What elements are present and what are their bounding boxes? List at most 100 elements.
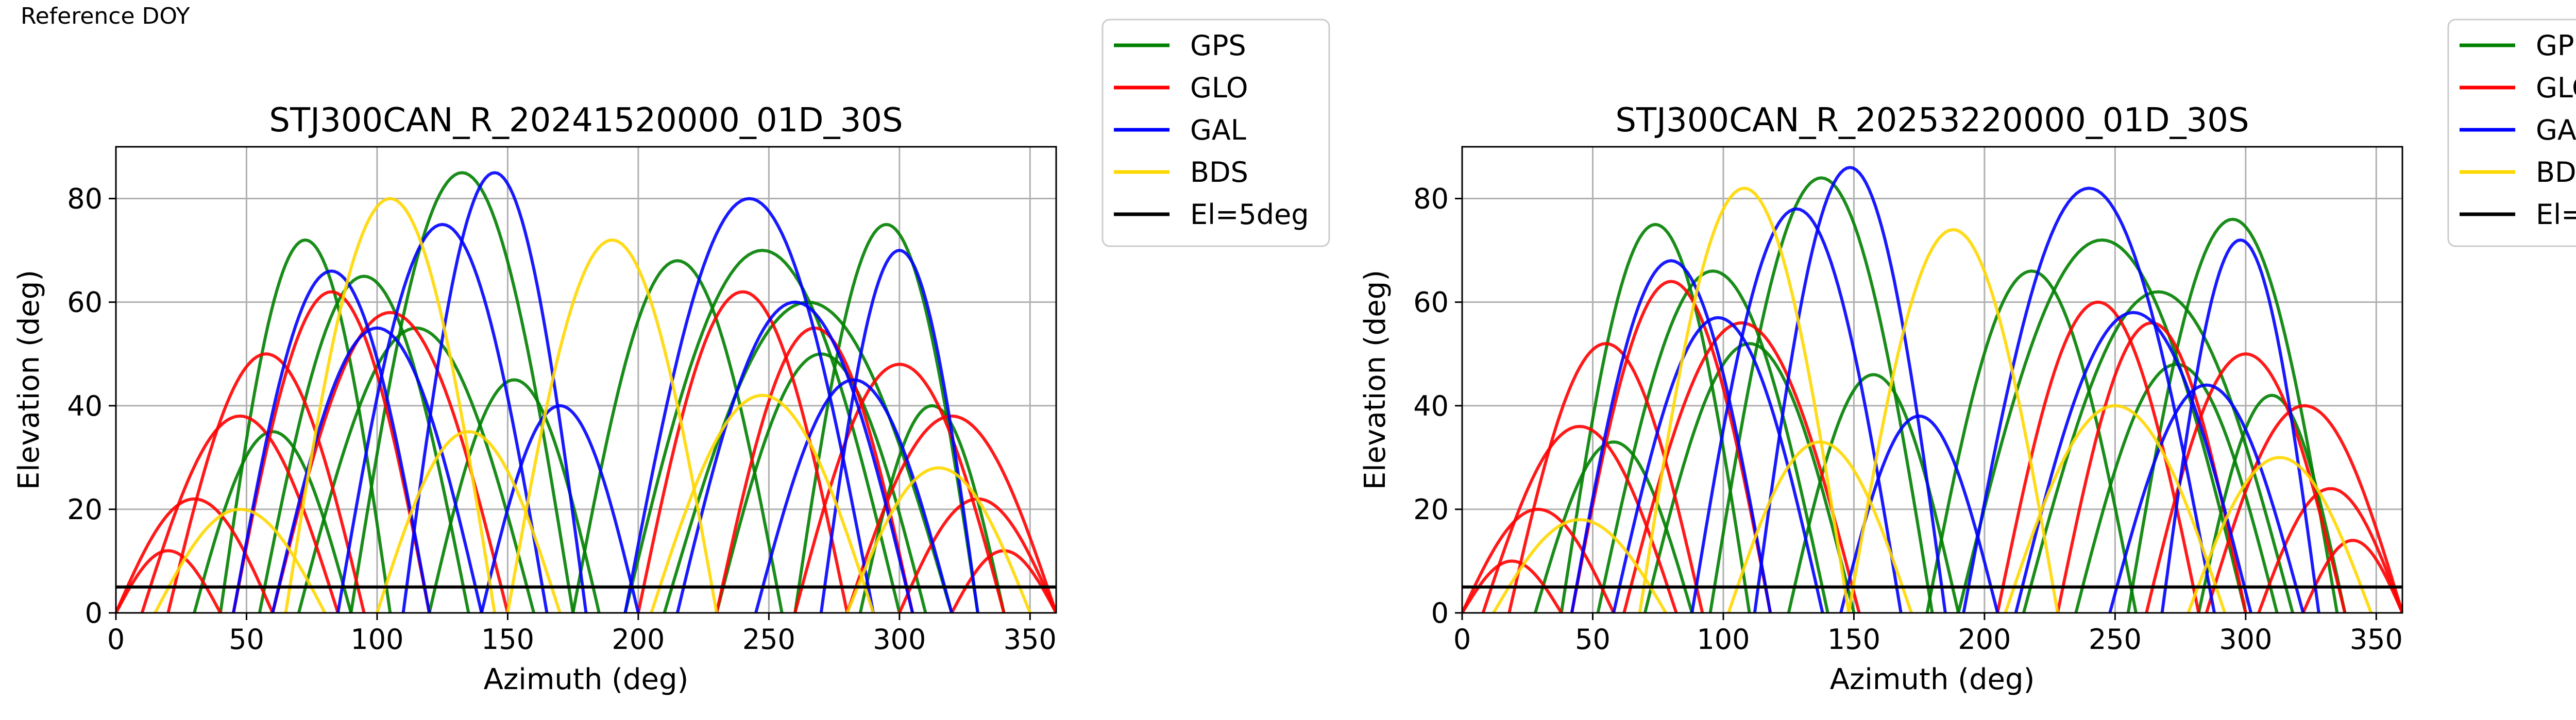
- y-axis-label: Elevation (deg): [1359, 270, 1392, 490]
- series-gal-arc: [401, 171, 588, 613]
- x-tick-label: 200: [612, 623, 665, 656]
- legend-box: [1101, 19, 1330, 247]
- legend-label: BDS: [1190, 156, 1248, 188]
- series-glo-arc: [232, 290, 431, 613]
- legend: GPS GLO GAL BDS El=5deg: [1101, 19, 1330, 247]
- series-glo-arc: [2257, 487, 2402, 613]
- x-tick-label: 350: [1004, 623, 1057, 656]
- series-glo-arc: [1462, 507, 1615, 613]
- x-tick-label: 300: [873, 623, 926, 656]
- series-gps-arc: [1925, 269, 2138, 613]
- x-tick-label: 50: [1575, 623, 1611, 656]
- legend-label: El=5deg: [1190, 198, 1309, 231]
- series-gps-arc: [1560, 222, 1751, 613]
- series-glo-arc: [1507, 342, 1704, 613]
- series-gal-arc: [2014, 311, 2252, 613]
- legend-label: GLO: [2536, 72, 2576, 104]
- legend-label: GLO: [1190, 72, 1248, 104]
- y-tick-label: 0: [85, 597, 103, 629]
- series-bds-arc: [650, 393, 875, 613]
- series-gps-arc: [297, 326, 536, 613]
- series-gal-arc: [1962, 186, 2216, 613]
- series-gps-arc: [1534, 440, 1693, 613]
- x-tick-label: 250: [2089, 623, 2142, 656]
- chart-2: 0 50 100 150 200 250 300 350 0 20 40 60 80 STJ300CAN_…: [1359, 19, 2576, 696]
- x-tick-label: 150: [1827, 623, 1880, 656]
- series-glo-arc: [116, 549, 222, 613]
- series-gps-arc: [258, 275, 470, 613]
- legend-label: GAL: [2536, 114, 2576, 146]
- y-tick-label: 80: [67, 183, 103, 215]
- series-gal-arc: [1753, 166, 1947, 613]
- series-gal-arc: [336, 222, 549, 613]
- series-gps-arc: [1596, 269, 1829, 613]
- x-tick-label: 350: [2350, 623, 2403, 656]
- plot-frame: [1461, 146, 2403, 614]
- series-gal-arc: [2108, 383, 2305, 613]
- series-glo-arc: [845, 414, 1056, 613]
- series-bds-arc: [1638, 186, 1851, 613]
- x-tick-label: 50: [229, 623, 264, 656]
- series-glo-arc: [166, 352, 366, 613]
- plot-frame: [115, 146, 1057, 614]
- legend-label: GAL: [1190, 114, 1246, 146]
- y-tick-label: 20: [1413, 493, 1449, 526]
- chart-title: STJ300CAN_R_20253220000_01D_30S: [1615, 101, 2249, 140]
- x-axis-label: Azimuth (deg): [1830, 663, 2035, 696]
- y-tick-label: 80: [1413, 183, 1449, 215]
- series-gps-arc: [2126, 217, 2339, 613]
- legend: GPS GLO GAL BDS El=5deg: [2447, 19, 2576, 247]
- y-tick-label: 0: [1431, 597, 1449, 629]
- series-gal-arc: [623, 197, 875, 613]
- page-label: Reference DOY: [21, 3, 190, 29]
- series-gps-arc: [349, 171, 575, 613]
- y-tick-label: 60: [67, 286, 103, 319]
- series-bds-arc: [376, 430, 562, 613]
- y-tick-label: 40: [1413, 390, 1449, 422]
- y-tick-label: 60: [1413, 286, 1449, 319]
- series-bds-arc: [2187, 456, 2373, 613]
- series-gal-arc: [232, 269, 431, 613]
- series-glo-arc: [1570, 280, 1772, 613]
- series-glo-arc: [636, 290, 849, 613]
- x-tick-label: 0: [1453, 623, 1471, 656]
- legend-label: GPS: [2536, 29, 2576, 62]
- y-tick-label: 40: [67, 390, 103, 422]
- legend-box: [2447, 19, 2576, 247]
- series-bds-arc: [845, 466, 1032, 613]
- series-glo-arc: [950, 549, 1056, 613]
- x-tick-label: 200: [1958, 623, 2011, 656]
- series-gal-arc: [819, 249, 979, 613]
- x-tick-label: 300: [2219, 623, 2272, 656]
- series-gal-arc: [2160, 238, 2320, 613]
- series-glo-arc: [140, 414, 340, 613]
- series-glo-arc: [2205, 404, 2402, 613]
- series-gps-arc: [1643, 342, 1856, 613]
- legend-label: BDS: [2536, 156, 2576, 188]
- chart-title: STJ300CAN_R_20241520000_01D_30S: [269, 101, 903, 140]
- x-tick-label: 100: [1697, 623, 1750, 656]
- series-gal-arc: [1570, 259, 1772, 613]
- series-glo-arc: [2301, 539, 2402, 613]
- chart-1: 0 50 100 150 200 250 300 350 0 20 40 60 80 STJ300CAN_…: [12, 19, 1330, 696]
- series-bds-arc: [1727, 440, 1913, 613]
- series-gps-arc: [193, 430, 353, 613]
- plot-area: [1462, 166, 2402, 613]
- series-gps-arc: [1708, 176, 1934, 613]
- series-bds-arc: [506, 238, 718, 613]
- series-bds-arc: [1492, 518, 1667, 613]
- series-gps-arc: [623, 249, 901, 613]
- y-tick-label: 20: [67, 493, 103, 526]
- x-tick-label: 150: [481, 623, 534, 656]
- x-tick-label: 100: [350, 623, 403, 656]
- series-bds-arc: [2004, 404, 2227, 613]
- legend-label: El=5deg: [2536, 198, 2576, 231]
- series-glo-arc: [116, 497, 274, 613]
- series-bds-arc: [154, 507, 327, 613]
- series-bds-arc: [1847, 228, 2059, 613]
- x-axis-label: Azimuth (deg): [484, 663, 689, 696]
- series-gps-arc: [218, 238, 392, 613]
- series-gps-arc: [571, 259, 784, 613]
- series-gal-arc: [1839, 414, 1999, 613]
